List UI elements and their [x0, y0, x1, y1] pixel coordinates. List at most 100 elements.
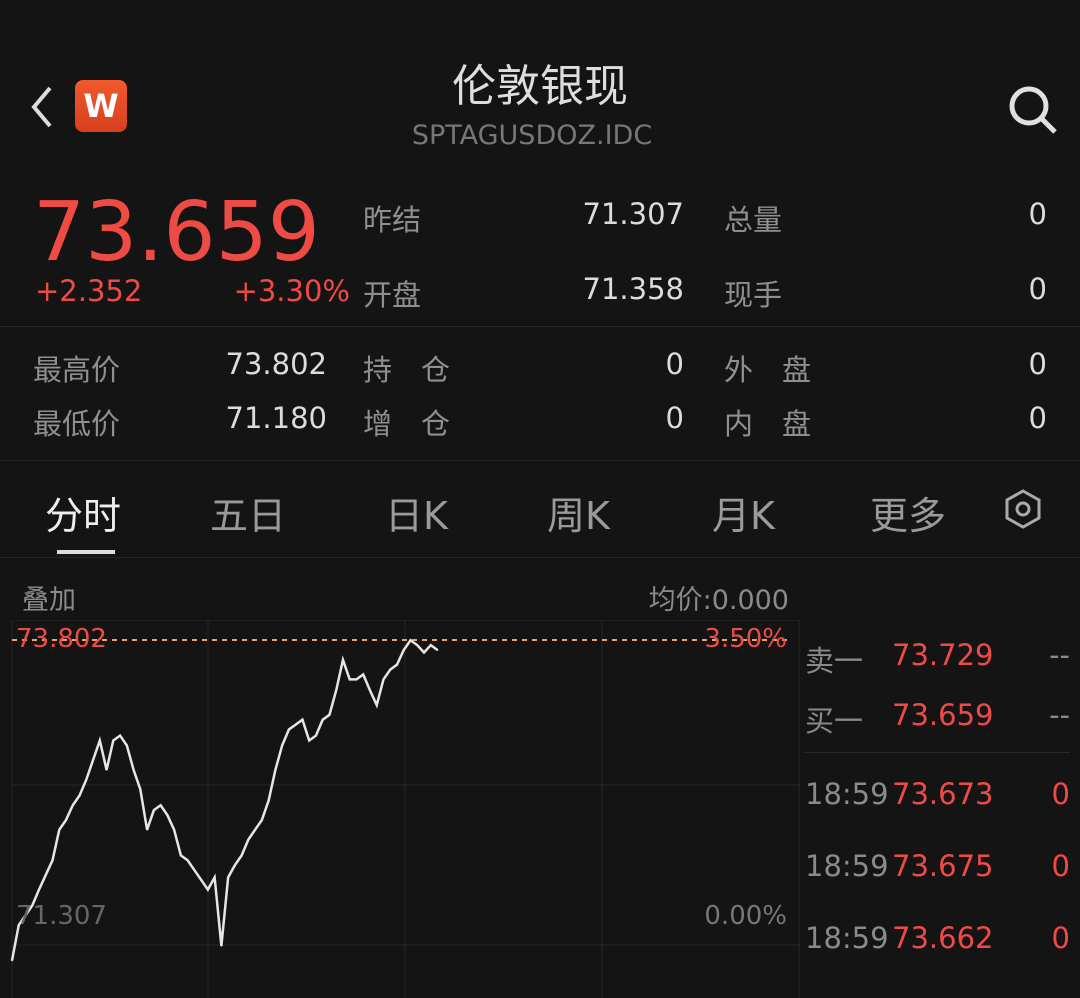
price-point — [227, 876, 229, 879]
y-label-bottom-left: 71.307 — [16, 901, 107, 931]
back-button[interactable] — [28, 82, 58, 132]
trade-price: 73.673 — [892, 777, 994, 811]
price-line — [10, 638, 439, 961]
price-point — [38, 888, 40, 891]
chart-settings-button[interactable] — [1002, 488, 1044, 534]
ask-volume: -- — [1049, 638, 1070, 672]
price-point — [11, 959, 13, 962]
stat-value: 0 — [665, 347, 684, 381]
stat-label: 增 仓 — [363, 407, 451, 441]
price-point — [105, 769, 108, 771]
last-price: 73.659 — [33, 185, 320, 280]
price-point — [193, 869, 196, 871]
price-point — [78, 794, 81, 797]
price-point — [119, 734, 121, 737]
price-point — [99, 739, 101, 742]
price-point — [146, 828, 148, 831]
trade-time: 18:59 — [805, 921, 889, 955]
price-point — [71, 804, 74, 807]
stat-value: 0 — [1028, 197, 1047, 231]
bid-label: 买一 — [805, 704, 864, 738]
avg-price: 均价:0.000 — [648, 585, 789, 616]
stat-value: 0 — [1028, 272, 1047, 306]
stat-value: 0 — [1028, 347, 1047, 381]
price-point — [348, 678, 351, 681]
trade-time: 18:59 — [805, 849, 889, 883]
price-point — [139, 788, 142, 791]
price-point — [17, 924, 20, 926]
trade-price: 73.662 — [892, 921, 994, 955]
price-point — [288, 728, 290, 731]
price-point — [65, 819, 67, 821]
price-point — [213, 876, 216, 879]
price-point — [153, 809, 155, 811]
overlay-button[interactable]: 叠加 — [22, 585, 76, 616]
trade-volume: 0 — [1051, 849, 1070, 883]
price-point — [389, 668, 392, 671]
tab-five-day[interactable]: 五日 — [210, 494, 287, 538]
price-change: +2.352 — [35, 274, 143, 308]
price-point — [85, 778, 88, 781]
trade-time: 18:59 — [805, 777, 889, 811]
price-point — [382, 678, 385, 681]
price-point — [200, 879, 202, 881]
price-point — [423, 651, 425, 654]
price-point — [416, 644, 419, 646]
price-point — [335, 689, 338, 692]
stat-label: 外 盘 — [724, 353, 812, 387]
price-point — [132, 769, 135, 771]
price-point — [396, 663, 398, 666]
price-point — [402, 649, 405, 651]
price-point — [369, 689, 371, 692]
price-point — [92, 759, 94, 761]
tab-intraday[interactable]: 分时 — [45, 494, 122, 538]
stat-label: 昨结 — [363, 203, 422, 237]
price-point — [362, 673, 365, 676]
price-point — [429, 644, 432, 646]
price-point — [274, 769, 277, 771]
stat-label: 持 仓 — [363, 353, 451, 387]
stat-label: 最低价 — [33, 407, 121, 441]
bid-volume: -- — [1049, 698, 1070, 732]
stat-label: 现手 — [724, 278, 783, 312]
price-point — [220, 945, 223, 947]
price-point — [207, 888, 209, 891]
stat-value: 0 — [1028, 401, 1047, 435]
settings-hexagon-icon — [1005, 489, 1041, 529]
price-point — [315, 734, 317, 737]
chevron-left-icon — [31, 86, 52, 128]
price-point — [173, 828, 175, 831]
price-point — [321, 718, 324, 721]
tab-more[interactable]: 更多 — [870, 494, 947, 538]
y-label-top-left: 73.802 — [16, 624, 107, 654]
price-point — [355, 678, 358, 681]
price-point — [31, 904, 34, 907]
trade-volume: 0 — [1051, 921, 1070, 955]
tab-weekly-k[interactable]: 周K — [547, 494, 610, 538]
stat-value: 71.358 — [582, 272, 684, 306]
stat-label: 内 盘 — [724, 407, 812, 441]
price-point — [180, 854, 182, 857]
search-button[interactable] — [1005, 82, 1061, 142]
price-change-pct: +3.30% — [233, 274, 350, 308]
stat-label: 开盘 — [363, 278, 422, 312]
price-point — [166, 814, 169, 816]
tab-daily-k[interactable]: 日K — [385, 494, 448, 538]
intraday-chart[interactable] — [0, 620, 800, 998]
app-badge[interactable]: W — [75, 80, 127, 132]
price-point — [51, 859, 54, 862]
price-point — [409, 639, 412, 642]
price-point — [301, 718, 304, 721]
y-label-top-right: 3.50% — [704, 624, 787, 654]
price-point — [240, 854, 243, 857]
trade-volume: 0 — [1051, 777, 1070, 811]
stat-label: 总量 — [724, 203, 783, 237]
price-point — [294, 723, 297, 726]
ask-price: 73.729 — [892, 638, 994, 672]
price-point — [112, 739, 115, 742]
price-point — [247, 838, 250, 841]
tab-monthly-k[interactable]: 月K — [712, 494, 775, 538]
y-label-bottom-right: 0.00% — [704, 901, 787, 931]
bid-price: 73.659 — [892, 698, 994, 732]
price-point — [126, 744, 128, 747]
